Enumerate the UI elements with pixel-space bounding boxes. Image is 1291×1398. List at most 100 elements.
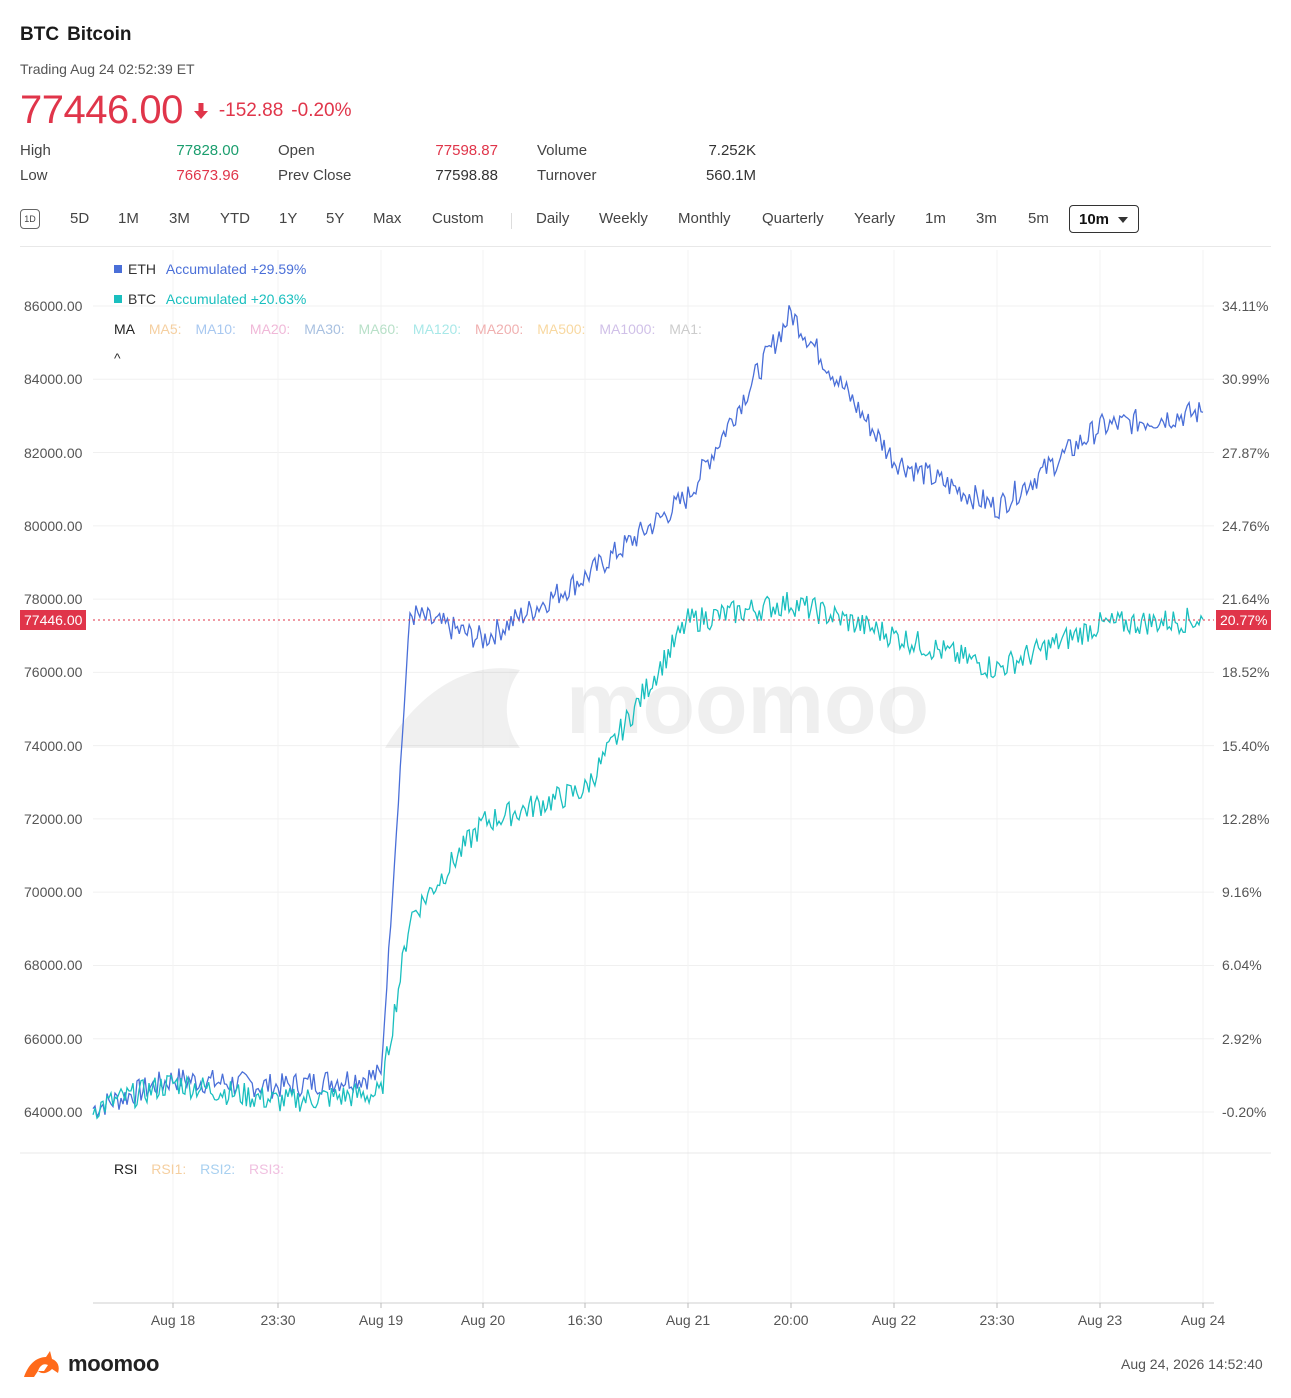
y-right-tick: 34.11% [1222,298,1269,314]
eth-name: ETH [128,261,156,277]
prev-close-value: 77598.88 [435,167,498,184]
period-yearly[interactable]: Yearly [854,210,896,227]
prev-close-label: Prev Close [278,167,352,184]
eth-accumulated: Accumulated +29.59% [165,261,307,277]
ma120: MA120: [412,321,462,337]
price-chart[interactable]: moomoo [0,247,1291,1327]
x-tick-label: 20:00 [773,1312,809,1328]
symbol: BTC [20,24,60,45]
btc-swatch [114,295,122,303]
period-5m[interactable]: 5m [1028,210,1049,227]
x-tick-label: 23:30 [979,1312,1015,1328]
btc-accumulated: Accumulated +20.63% [165,291,307,307]
volume-label: Volume [537,142,588,159]
day-range-icon[interactable]: 1D [20,209,40,229]
range-max[interactable]: Max [373,210,402,227]
ma20: MA20: [249,321,291,337]
y-right-tick: 27.87% [1222,444,1270,461]
chart-grid [93,250,1214,1303]
range-3m[interactable]: 3M [169,210,190,227]
footer-timestamp: Aug 24, 2026 14:52:40 [1121,1356,1263,1372]
period-1m[interactable]: 1m [925,210,946,227]
trading-status: Trading Aug 24 02:52:39 ET [20,61,195,77]
x-tick-label: Aug 24 [1180,1312,1226,1328]
toolbar-divider [20,246,1271,247]
collapse-caret-icon[interactable]: ^ [114,350,121,366]
x-tick-label: Aug 23 [1077,1312,1123,1328]
range-ytd[interactable]: YTD [220,210,250,227]
range-1m[interactable]: 1M [118,210,139,227]
last-price-tag: 77446.00 [20,610,87,630]
ma500: MA500: [537,321,586,337]
x-tick-label: Aug 22 [871,1312,917,1328]
series-line-btc [92,592,1204,1120]
price-row: 77446.00 -152.88 -0.20% [20,88,352,133]
series-line-eth [92,305,1204,1119]
price-change: -152.88 [218,99,284,121]
toolbar-separator [511,213,512,229]
rsi1: RSI1: [151,1161,187,1177]
y-left-tick: 74000.00 [24,737,83,754]
ma60: MA60: [358,321,400,337]
period-monthly[interactable]: Monthly [678,210,731,227]
rsi3: RSI3: [249,1161,285,1177]
interval-selected: 10m [1079,211,1110,228]
open-value: 77598.87 [435,142,498,159]
watermark-text: moomoo [566,656,929,752]
y-left-tick: 86000.00 [24,298,83,314]
ma-label: MA [114,321,135,337]
turnover-label: Turnover [537,167,597,184]
y-left-tick: 70000.00 [24,884,83,901]
last-price: 77446.00 [20,88,183,132]
y-right-tick: -0.20% [1222,1104,1267,1120]
period-3m[interactable]: 3m [976,210,997,227]
high-value: 77828.00 [176,142,239,159]
high-label: High [20,142,51,159]
range-5d[interactable]: 5D [70,210,90,227]
rsi-label: RSI [114,1161,138,1177]
period-quarterly[interactable]: Quarterly [762,210,824,227]
last-pct-tag: 20.77% [1216,610,1272,630]
y-left-tick: 82000.00 [24,444,83,461]
x-tick-label: 23:30 [260,1312,296,1328]
y-right-tick: 24.76% [1222,517,1270,534]
x-tick-label: 16:30 [567,1312,603,1328]
rsi-legend[interactable]: RSI RSI1: RSI2: RSI3: [114,1161,294,1177]
security-name: Bitcoin [67,24,132,45]
period-daily[interactable]: Daily [536,210,570,227]
security-title: BTC Bitcoin [20,24,131,46]
rsi2: RSI2: [200,1161,236,1177]
y-right-tick: 2.92% [1222,1030,1262,1047]
price-change-pct: -0.20% [291,99,352,121]
y-right-tick: 30.99% [1222,371,1270,388]
y-right-tick: 12.28% [1222,810,1270,827]
footer-brand: moomoo [68,1351,160,1376]
chevron-down-icon [1118,217,1128,223]
interval-dropdown[interactable]: 10m [1069,205,1139,233]
y-left-tick: 80000.00 [24,517,83,534]
x-tick-label: Aug 18 [150,1312,196,1328]
range-5y[interactable]: 5Y [326,210,345,227]
low-value: 76673.96 [176,167,239,184]
low-label: Low [20,167,48,184]
volume-value: 7.252K [708,142,756,159]
y-right-tick: 6.04% [1222,957,1262,974]
x-tick-label: Aug 21 [665,1312,711,1328]
ma5: MA5: [148,321,182,337]
range-custom[interactable]: Custom [432,210,484,227]
turnover-value: 560.1M [705,167,756,184]
ma1000: MA1000: [599,321,656,337]
open-label: Open [278,142,315,159]
ma-legend[interactable]: MA MA5: MA10: MA20: MA30: MA60: MA120: M… [114,321,712,337]
y-left-tick: 68000.00 [24,957,83,974]
moomoo-logo: moomoo [22,1349,159,1379]
y-left-tick: 84000.00 [24,371,83,388]
ma30: MA30: [304,321,345,337]
range-1y[interactable]: 1Y [279,210,298,227]
x-tick-label: Aug 20 [460,1312,506,1328]
y-left-tick: 66000.00 [24,1030,83,1047]
legend-eth: ETH Accumulated +29.59% [114,261,306,277]
x-tick-label: Aug 19 [358,1312,404,1328]
period-weekly[interactable]: Weekly [599,210,648,227]
legend-btc: BTC Accumulated +20.63% [114,291,306,307]
